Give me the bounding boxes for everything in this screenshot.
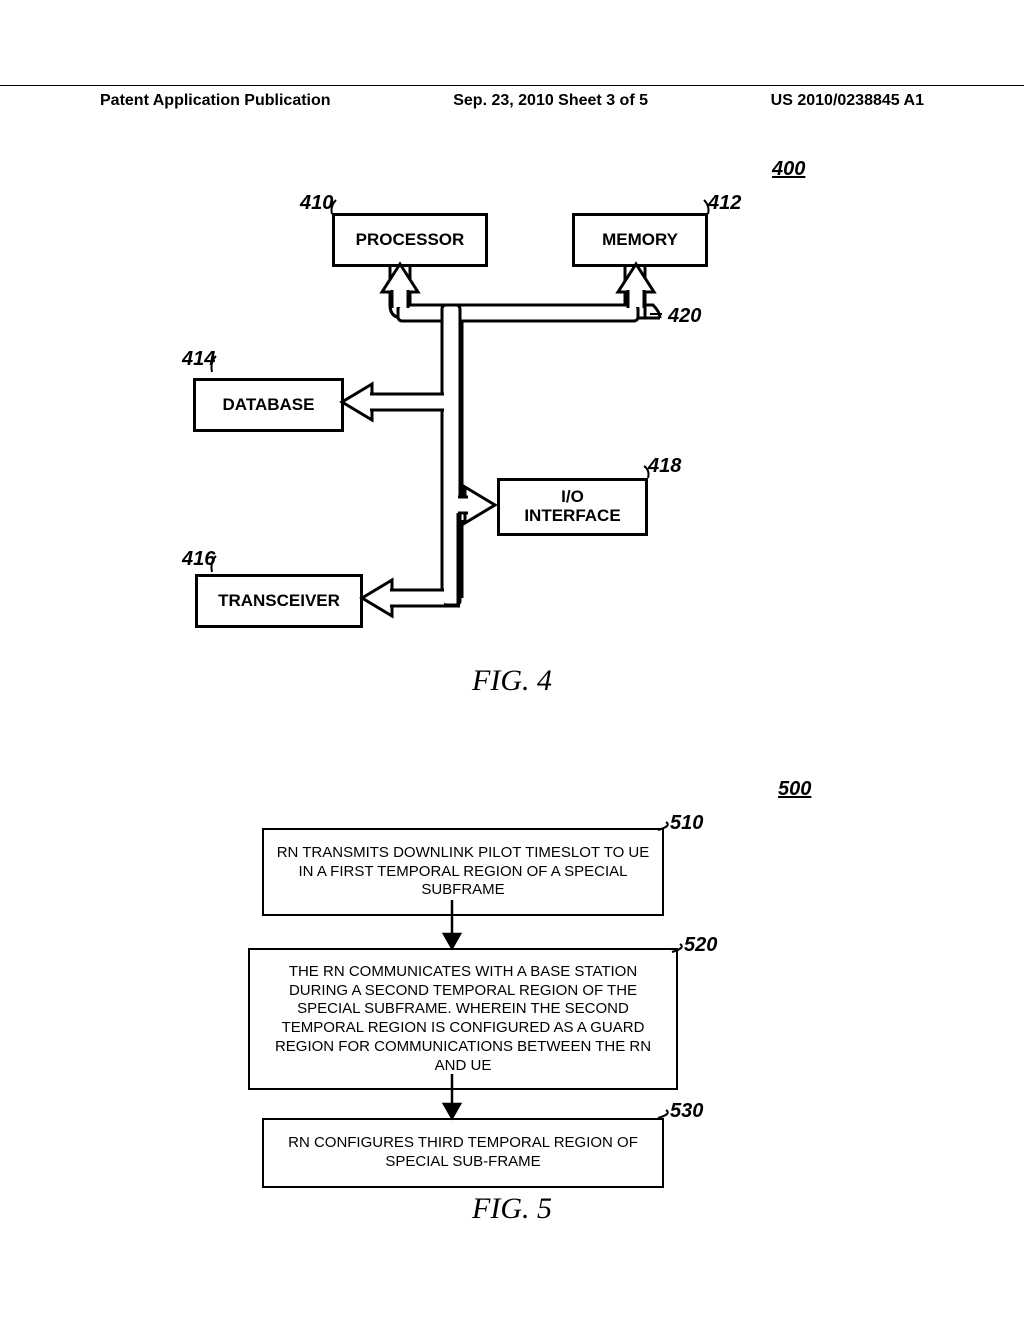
step-510-box: RN TRANSMITS DOWNLINK PILOT TIMESLOT TO … [262,828,664,916]
page: Patent Application Publication Sep. 23, … [0,0,1024,1320]
fig5-label: FIG. 5 [412,1192,612,1226]
step-510-ref: 510 [670,812,703,835]
step-510-text: RN TRANSMITS DOWNLINK PILOT TIMESLOT TO … [274,844,652,900]
fig5-ref: 500 [778,778,811,801]
fig4-label: FIG. 4 [412,664,612,698]
step-520-ref: 520 [684,934,717,957]
step-530-text: RN CONFIGURES THIRD TEMPORAL REGION OF S… [274,1134,652,1172]
fig4-bus-svg [0,0,1024,700]
step-530-ref: 530 [670,1100,703,1123]
step-520-box: THE RN COMMUNICATES WITH A BASE STATION … [248,948,678,1090]
step-530-box: RN CONFIGURES THIRD TEMPORAL REGION OF S… [262,1118,664,1188]
step-520-text: THE RN COMMUNICATES WITH A BASE STATION … [260,963,666,1076]
